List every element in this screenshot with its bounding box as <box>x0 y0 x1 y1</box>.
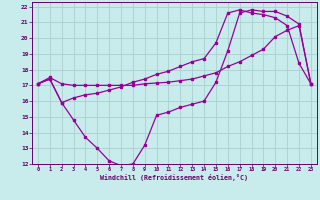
X-axis label: Windchill (Refroidissement éolien,°C): Windchill (Refroidissement éolien,°C) <box>100 174 248 181</box>
